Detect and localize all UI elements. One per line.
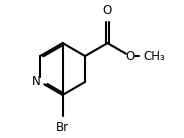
Text: O: O xyxy=(125,50,135,63)
Text: CH₃: CH₃ xyxy=(144,50,166,63)
Text: O: O xyxy=(103,4,112,17)
Text: N: N xyxy=(31,75,40,88)
Text: Br: Br xyxy=(56,121,69,134)
